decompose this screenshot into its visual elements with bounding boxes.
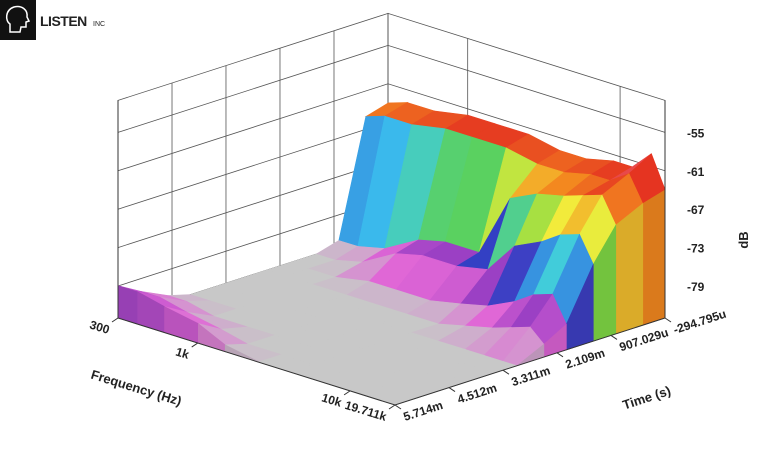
tick-mark xyxy=(394,404,402,410)
tick-mark xyxy=(191,342,198,348)
logo-head xyxy=(5,5,31,33)
x-tick-label: 19.711k xyxy=(343,398,388,424)
y-tick-label: 2.109m xyxy=(564,346,607,372)
y-tick-label: -294.795u xyxy=(672,307,728,337)
x-tick-label: 1k xyxy=(174,345,191,362)
tick-mark xyxy=(610,334,618,340)
tick-mark xyxy=(388,404,396,410)
surface-skirt xyxy=(642,189,666,326)
tick-mark xyxy=(343,390,351,396)
z-axis-title: dB xyxy=(736,231,751,248)
surface xyxy=(118,102,666,406)
y-axis-title: Time (s) xyxy=(621,383,673,413)
z-tick-label: -55 xyxy=(687,126,705,140)
logo-name: LISTEN xyxy=(40,13,87,29)
surface-skirt xyxy=(615,202,644,335)
x-tick-label: 10k xyxy=(320,391,344,410)
x-tick-label: 300 xyxy=(88,318,112,337)
z-tick-label: -73 xyxy=(687,242,705,256)
x-axis-title: Frequency (Hz) xyxy=(89,367,183,409)
y-tick-label: 4.512m xyxy=(456,381,499,407)
tick-mark xyxy=(111,317,119,323)
front-edge xyxy=(117,317,666,406)
y-tick-label: 5.714m xyxy=(402,398,445,424)
tick-mark xyxy=(664,317,672,323)
tick-mark xyxy=(502,369,510,375)
z-tick-label: -61 xyxy=(687,165,705,179)
tick-mark xyxy=(556,352,564,358)
tick-mark xyxy=(448,387,456,393)
z-tick-label: -67 xyxy=(687,203,705,217)
logo: LISTEN INC xyxy=(0,0,105,40)
surface-skirt xyxy=(118,285,138,325)
y-tick-label: 3.311m xyxy=(510,363,552,389)
z-tick-label: -79 xyxy=(687,280,705,294)
logo-suffix: INC xyxy=(93,21,105,28)
